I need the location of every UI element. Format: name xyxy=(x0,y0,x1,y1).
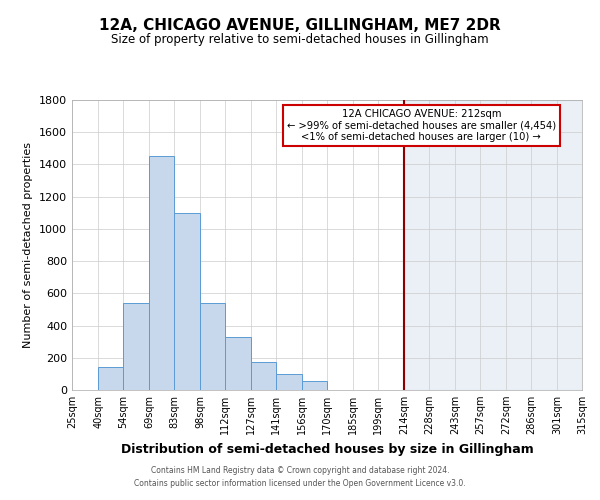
Text: 12A, CHICAGO AVENUE, GILLINGHAM, ME7 2DR: 12A, CHICAGO AVENUE, GILLINGHAM, ME7 2DR xyxy=(99,18,501,32)
Bar xyxy=(225,337,251,390)
Bar xyxy=(251,362,276,390)
Text: Size of property relative to semi-detached houses in Gillingham: Size of property relative to semi-detach… xyxy=(111,32,489,46)
Bar xyxy=(123,303,149,390)
Bar xyxy=(174,213,200,390)
Bar xyxy=(276,374,302,390)
Bar xyxy=(98,368,123,390)
Bar xyxy=(404,100,582,390)
Bar xyxy=(200,303,225,390)
X-axis label: Distribution of semi-detached houses by size in Gillingham: Distribution of semi-detached houses by … xyxy=(121,442,533,456)
Bar xyxy=(302,381,327,390)
Text: 12A CHICAGO AVENUE: 212sqm
← >99% of semi-detached houses are smaller (4,454)
<1: 12A CHICAGO AVENUE: 212sqm ← >99% of sem… xyxy=(287,108,556,142)
Y-axis label: Number of semi-detached properties: Number of semi-detached properties xyxy=(23,142,34,348)
Text: Contains HM Land Registry data © Crown copyright and database right 2024.
Contai: Contains HM Land Registry data © Crown c… xyxy=(134,466,466,487)
Bar xyxy=(149,156,174,390)
